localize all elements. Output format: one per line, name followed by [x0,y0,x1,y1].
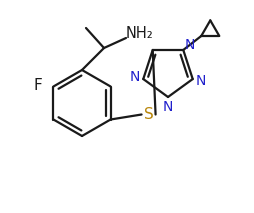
Text: S: S [143,107,153,122]
Text: N: N [130,70,140,84]
Text: N: N [184,38,195,52]
Text: N: N [162,100,172,114]
Text: F: F [33,78,42,93]
Text: N: N [195,74,205,88]
Text: NH₂: NH₂ [126,26,153,42]
